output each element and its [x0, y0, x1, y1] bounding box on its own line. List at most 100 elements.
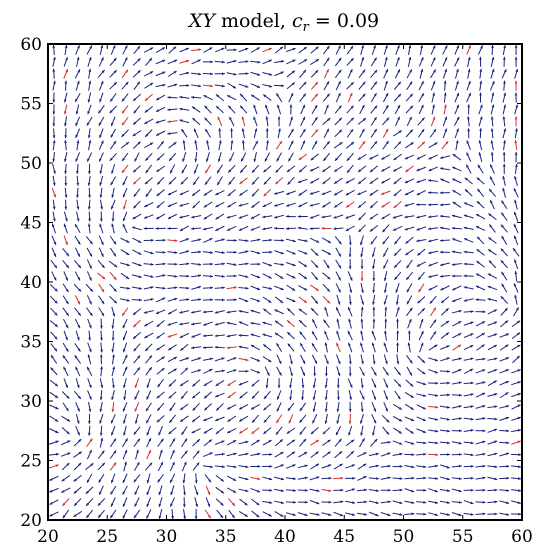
spin-arrow — [132, 141, 141, 149]
spin-arrow — [393, 427, 403, 434]
spin-arrow — [75, 425, 81, 436]
spin-arrow — [334, 236, 342, 245]
spin-arrow — [475, 417, 486, 421]
spin-arrow — [309, 214, 320, 219]
spin-arrow — [285, 262, 296, 267]
spin-arrow — [512, 355, 521, 364]
spin-arrow — [394, 104, 401, 115]
spin-arrow — [491, 44, 494, 56]
spin-arrow — [155, 94, 166, 101]
spin-arrow-defect — [121, 117, 129, 126]
spin-arrow — [463, 344, 474, 351]
spin-arrow — [380, 476, 391, 480]
spin-arrow — [191, 263, 202, 266]
spin-arrow — [74, 235, 81, 245]
spin-arrow — [357, 117, 367, 125]
spin-arrow — [62, 307, 70, 317]
spin-arrow — [322, 272, 331, 280]
x-tick-label: 30 — [156, 527, 178, 547]
spin-arrow — [85, 283, 94, 292]
spin-arrow — [240, 152, 247, 162]
arrow-field — [48, 44, 522, 520]
spin-arrow — [416, 178, 427, 183]
spin-arrow — [238, 380, 249, 386]
spin-arrow — [203, 416, 213, 422]
spin-arrow — [476, 260, 485, 268]
spin-arrow — [181, 461, 187, 472]
spin-arrow — [169, 402, 176, 412]
spin-arrow — [322, 140, 331, 150]
spin-arrow — [250, 262, 261, 266]
spin-arrow — [88, 68, 92, 79]
spin-arrow — [311, 104, 318, 115]
spin-arrow — [501, 283, 508, 293]
spin-arrow — [134, 390, 140, 400]
spin-arrow — [204, 474, 212, 483]
spin-arrow — [193, 128, 199, 139]
spin-arrow — [334, 57, 342, 67]
spin-arrow — [345, 225, 355, 232]
spin-arrow — [382, 92, 389, 103]
spin-arrow — [169, 164, 176, 174]
spin-arrow — [146, 509, 152, 519]
spin-arrow — [227, 82, 237, 89]
spin-arrow — [439, 441, 451, 445]
spin-arrow — [191, 391, 201, 399]
spin-arrow — [381, 117, 390, 126]
spin-arrow — [86, 271, 92, 281]
spin-arrow — [475, 225, 486, 232]
spin-arrow — [98, 57, 104, 67]
spin-arrow — [119, 298, 131, 302]
spin-arrow — [334, 105, 342, 114]
spin-arrow — [226, 465, 237, 469]
spin-arrow-defect — [205, 485, 211, 496]
spin-arrow — [371, 402, 377, 412]
spin-arrow-defect — [418, 283, 425, 293]
spin-arrow — [416, 416, 427, 422]
spin-arrow — [168, 152, 177, 162]
spin-arrow-defect — [98, 283, 105, 293]
spin-arrow — [489, 176, 496, 186]
spin-arrow — [179, 84, 190, 87]
spin-arrow — [487, 344, 498, 351]
spin-arrow — [274, 438, 284, 447]
spin-arrow — [112, 378, 115, 389]
spin-arrow — [383, 68, 389, 79]
spin-arrow — [64, 80, 68, 91]
spin-arrow — [396, 342, 400, 353]
spin-arrow — [357, 165, 367, 173]
spin-arrow — [64, 187, 68, 198]
spin-arrow — [48, 452, 59, 456]
spin-arrow — [99, 44, 104, 55]
spin-arrow — [238, 214, 249, 219]
spin-arrow — [323, 319, 330, 329]
spin-arrow — [179, 322, 190, 326]
spin-arrow — [299, 128, 306, 138]
spin-arrow — [463, 441, 474, 445]
spin-arrow — [502, 104, 507, 115]
spin-arrow — [475, 310, 486, 314]
spin-arrow — [76, 199, 80, 210]
spin-arrow — [476, 236, 485, 245]
spin-arrow — [203, 391, 213, 399]
spin-arrow — [299, 69, 307, 78]
spin-arrow — [439, 453, 451, 456]
spin-arrow — [49, 475, 59, 481]
spin-arrow — [324, 342, 328, 353]
spin-arrow — [262, 215, 273, 219]
spin-arrow — [439, 500, 451, 504]
spin-arrow — [157, 473, 164, 483]
spin-arrow — [265, 116, 269, 127]
spin-arrow — [49, 284, 58, 292]
spin-arrow — [52, 116, 56, 127]
spin-arrow — [321, 464, 332, 469]
spin-arrow — [404, 226, 415, 231]
spin-arrow — [463, 381, 474, 385]
spin-arrow — [346, 117, 355, 126]
spin-arrow-defect — [466, 45, 472, 55]
spin-arrow-defect — [132, 177, 141, 185]
spin-arrow — [143, 286, 154, 290]
spin-arrow — [73, 510, 83, 518]
spin-arrow — [74, 343, 81, 352]
spin-arrow — [298, 58, 308, 65]
